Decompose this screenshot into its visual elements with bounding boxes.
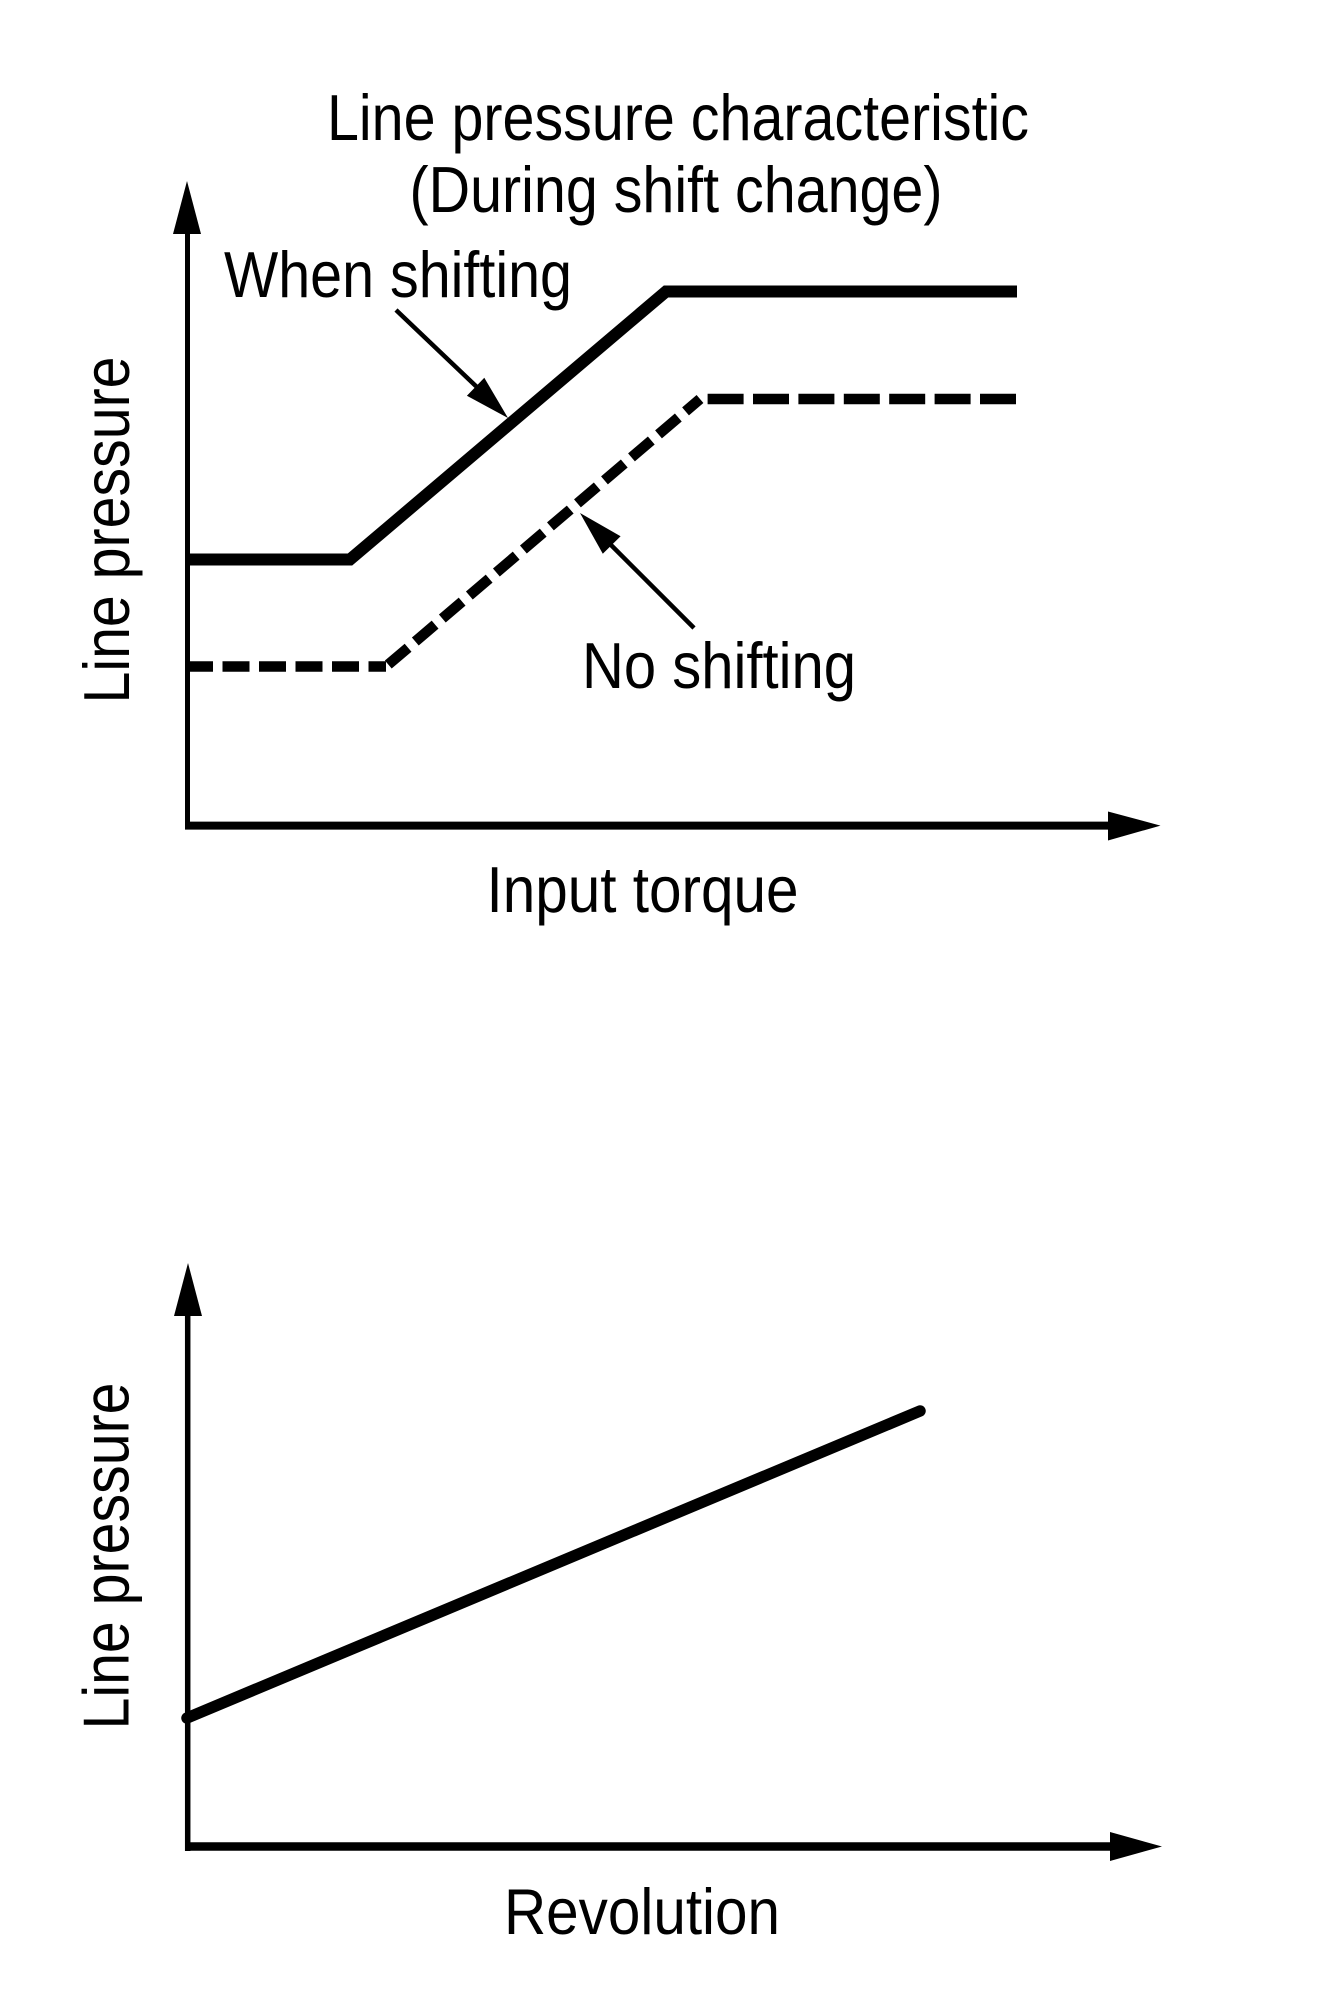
svg-text:Line pressure: Line pressure — [70, 357, 143, 704]
svg-text:Input torque: Input torque — [487, 853, 799, 926]
svg-text:Line pressure: Line pressure — [70, 1383, 143, 1730]
svg-text:When shifting: When shifting — [224, 238, 572, 311]
svg-text:Revolution: Revolution — [504, 1875, 780, 1948]
svg-text:No shifting: No shifting — [582, 629, 856, 702]
svg-text:(During shift change): (During shift change) — [410, 153, 943, 226]
svg-text:Line pressure characteristic: Line pressure characteristic — [327, 81, 1029, 154]
